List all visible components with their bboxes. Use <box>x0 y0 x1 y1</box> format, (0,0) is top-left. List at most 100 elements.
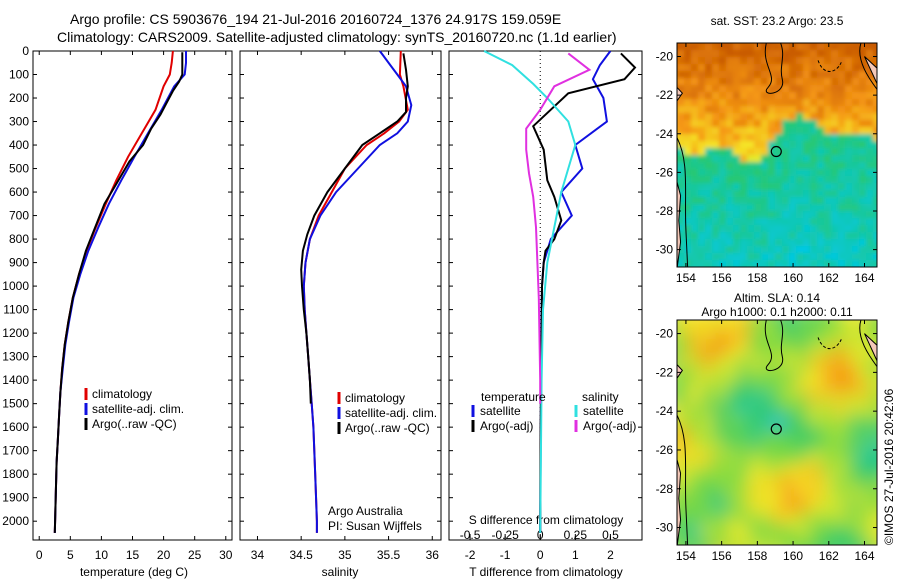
map-cell <box>773 464 786 477</box>
map-cell <box>796 162 804 170</box>
map-cell <box>754 246 762 254</box>
map-cell <box>689 380 702 393</box>
map-cell <box>821 332 834 345</box>
map-cell <box>761 239 769 247</box>
map-cell <box>803 232 811 240</box>
map-cell <box>698 253 706 261</box>
map-cell <box>705 127 713 135</box>
map-cell <box>803 50 811 58</box>
map-cell <box>713 536 726 545</box>
map-cell <box>775 267 783 275</box>
map-cell <box>754 99 762 107</box>
map-cell <box>866 141 874 149</box>
map-cell <box>824 120 832 128</box>
map-cell <box>838 267 846 275</box>
map-cell <box>797 416 810 429</box>
map-cell <box>845 260 853 267</box>
map-cell <box>833 524 846 537</box>
map-cell <box>866 50 874 58</box>
map-title: sat. SST: 23.2 Argo: 23.5 <box>711 14 844 28</box>
x-tick-label: -1 <box>500 548 511 562</box>
map-cell <box>677 85 685 93</box>
map-cell <box>873 239 877 247</box>
map-cell <box>817 260 825 267</box>
map-cell <box>726 78 734 86</box>
map-cell <box>797 452 810 465</box>
map-cell <box>740 218 748 226</box>
map-cell <box>782 71 790 79</box>
map-cell <box>796 43 804 51</box>
map-cell <box>773 452 786 465</box>
map-cell <box>719 57 727 65</box>
map-cell <box>768 239 776 247</box>
map-cell <box>754 169 762 177</box>
map-cell <box>719 78 727 86</box>
sla-map-panel: 154 156 158 160 162 164 -20 -22 -24 -26 -28 -30 Alti… <box>656 291 878 563</box>
map-cell <box>773 476 786 489</box>
map-cell <box>677 43 685 51</box>
map-cell <box>831 218 839 226</box>
map-cell <box>866 190 874 198</box>
map-cell <box>754 141 762 149</box>
x-tick-label: 160 <box>783 271 803 285</box>
map-cell <box>719 204 727 212</box>
map-cell <box>782 134 790 142</box>
map-cell <box>838 246 846 254</box>
map-cell <box>684 148 692 156</box>
map-cell <box>698 204 706 212</box>
map-cell <box>810 225 818 233</box>
x-tick-label: 1 <box>572 548 579 562</box>
map-cell <box>796 204 804 212</box>
map-cell <box>705 260 713 267</box>
map-cell <box>719 92 727 100</box>
map-cell <box>712 169 720 177</box>
map-cell <box>761 512 774 525</box>
map-cell <box>698 218 706 226</box>
map-cell <box>873 78 877 86</box>
map-cell <box>775 176 783 184</box>
map-cell <box>726 246 734 254</box>
map-cell <box>796 57 804 65</box>
map-cell <box>701 380 714 393</box>
map-cell <box>689 500 702 513</box>
map-cell <box>754 78 762 86</box>
map-cell <box>768 99 776 107</box>
map-cell <box>809 368 822 381</box>
map-cell <box>866 162 874 170</box>
map-cell <box>859 141 867 149</box>
map-cell <box>726 57 734 65</box>
map-cell <box>810 64 818 72</box>
map-cell <box>845 225 853 233</box>
map-cell <box>712 232 720 240</box>
map-cell <box>773 320 786 333</box>
map-cell <box>698 71 706 79</box>
x-tick-label: 10 <box>95 548 109 562</box>
map-cell <box>873 253 877 261</box>
map-cell <box>821 536 834 545</box>
map-cell <box>726 50 734 58</box>
map-cell <box>733 232 741 240</box>
map-cell <box>740 78 748 86</box>
map-cell <box>821 440 834 453</box>
map-cell <box>845 113 853 121</box>
map-cell <box>701 464 714 477</box>
map-cell <box>677 320 678 321</box>
map-cell <box>824 57 832 65</box>
map-cell <box>775 50 783 58</box>
map-cell <box>677 440 690 453</box>
map-cell <box>747 148 755 156</box>
map-cell <box>845 218 853 226</box>
map-cell <box>803 197 811 205</box>
map-cell <box>880 162 888 170</box>
y-tick-label: -26 <box>656 443 674 457</box>
map-cell <box>873 260 877 267</box>
map-cell <box>701 356 714 369</box>
map-cell <box>726 169 734 177</box>
map-cell <box>880 239 888 247</box>
map-cell <box>775 127 783 135</box>
map-cell <box>845 320 858 333</box>
map-cell <box>684 141 692 149</box>
map-cell <box>831 162 839 170</box>
map-cell <box>761 392 774 405</box>
map-cell <box>747 85 755 93</box>
